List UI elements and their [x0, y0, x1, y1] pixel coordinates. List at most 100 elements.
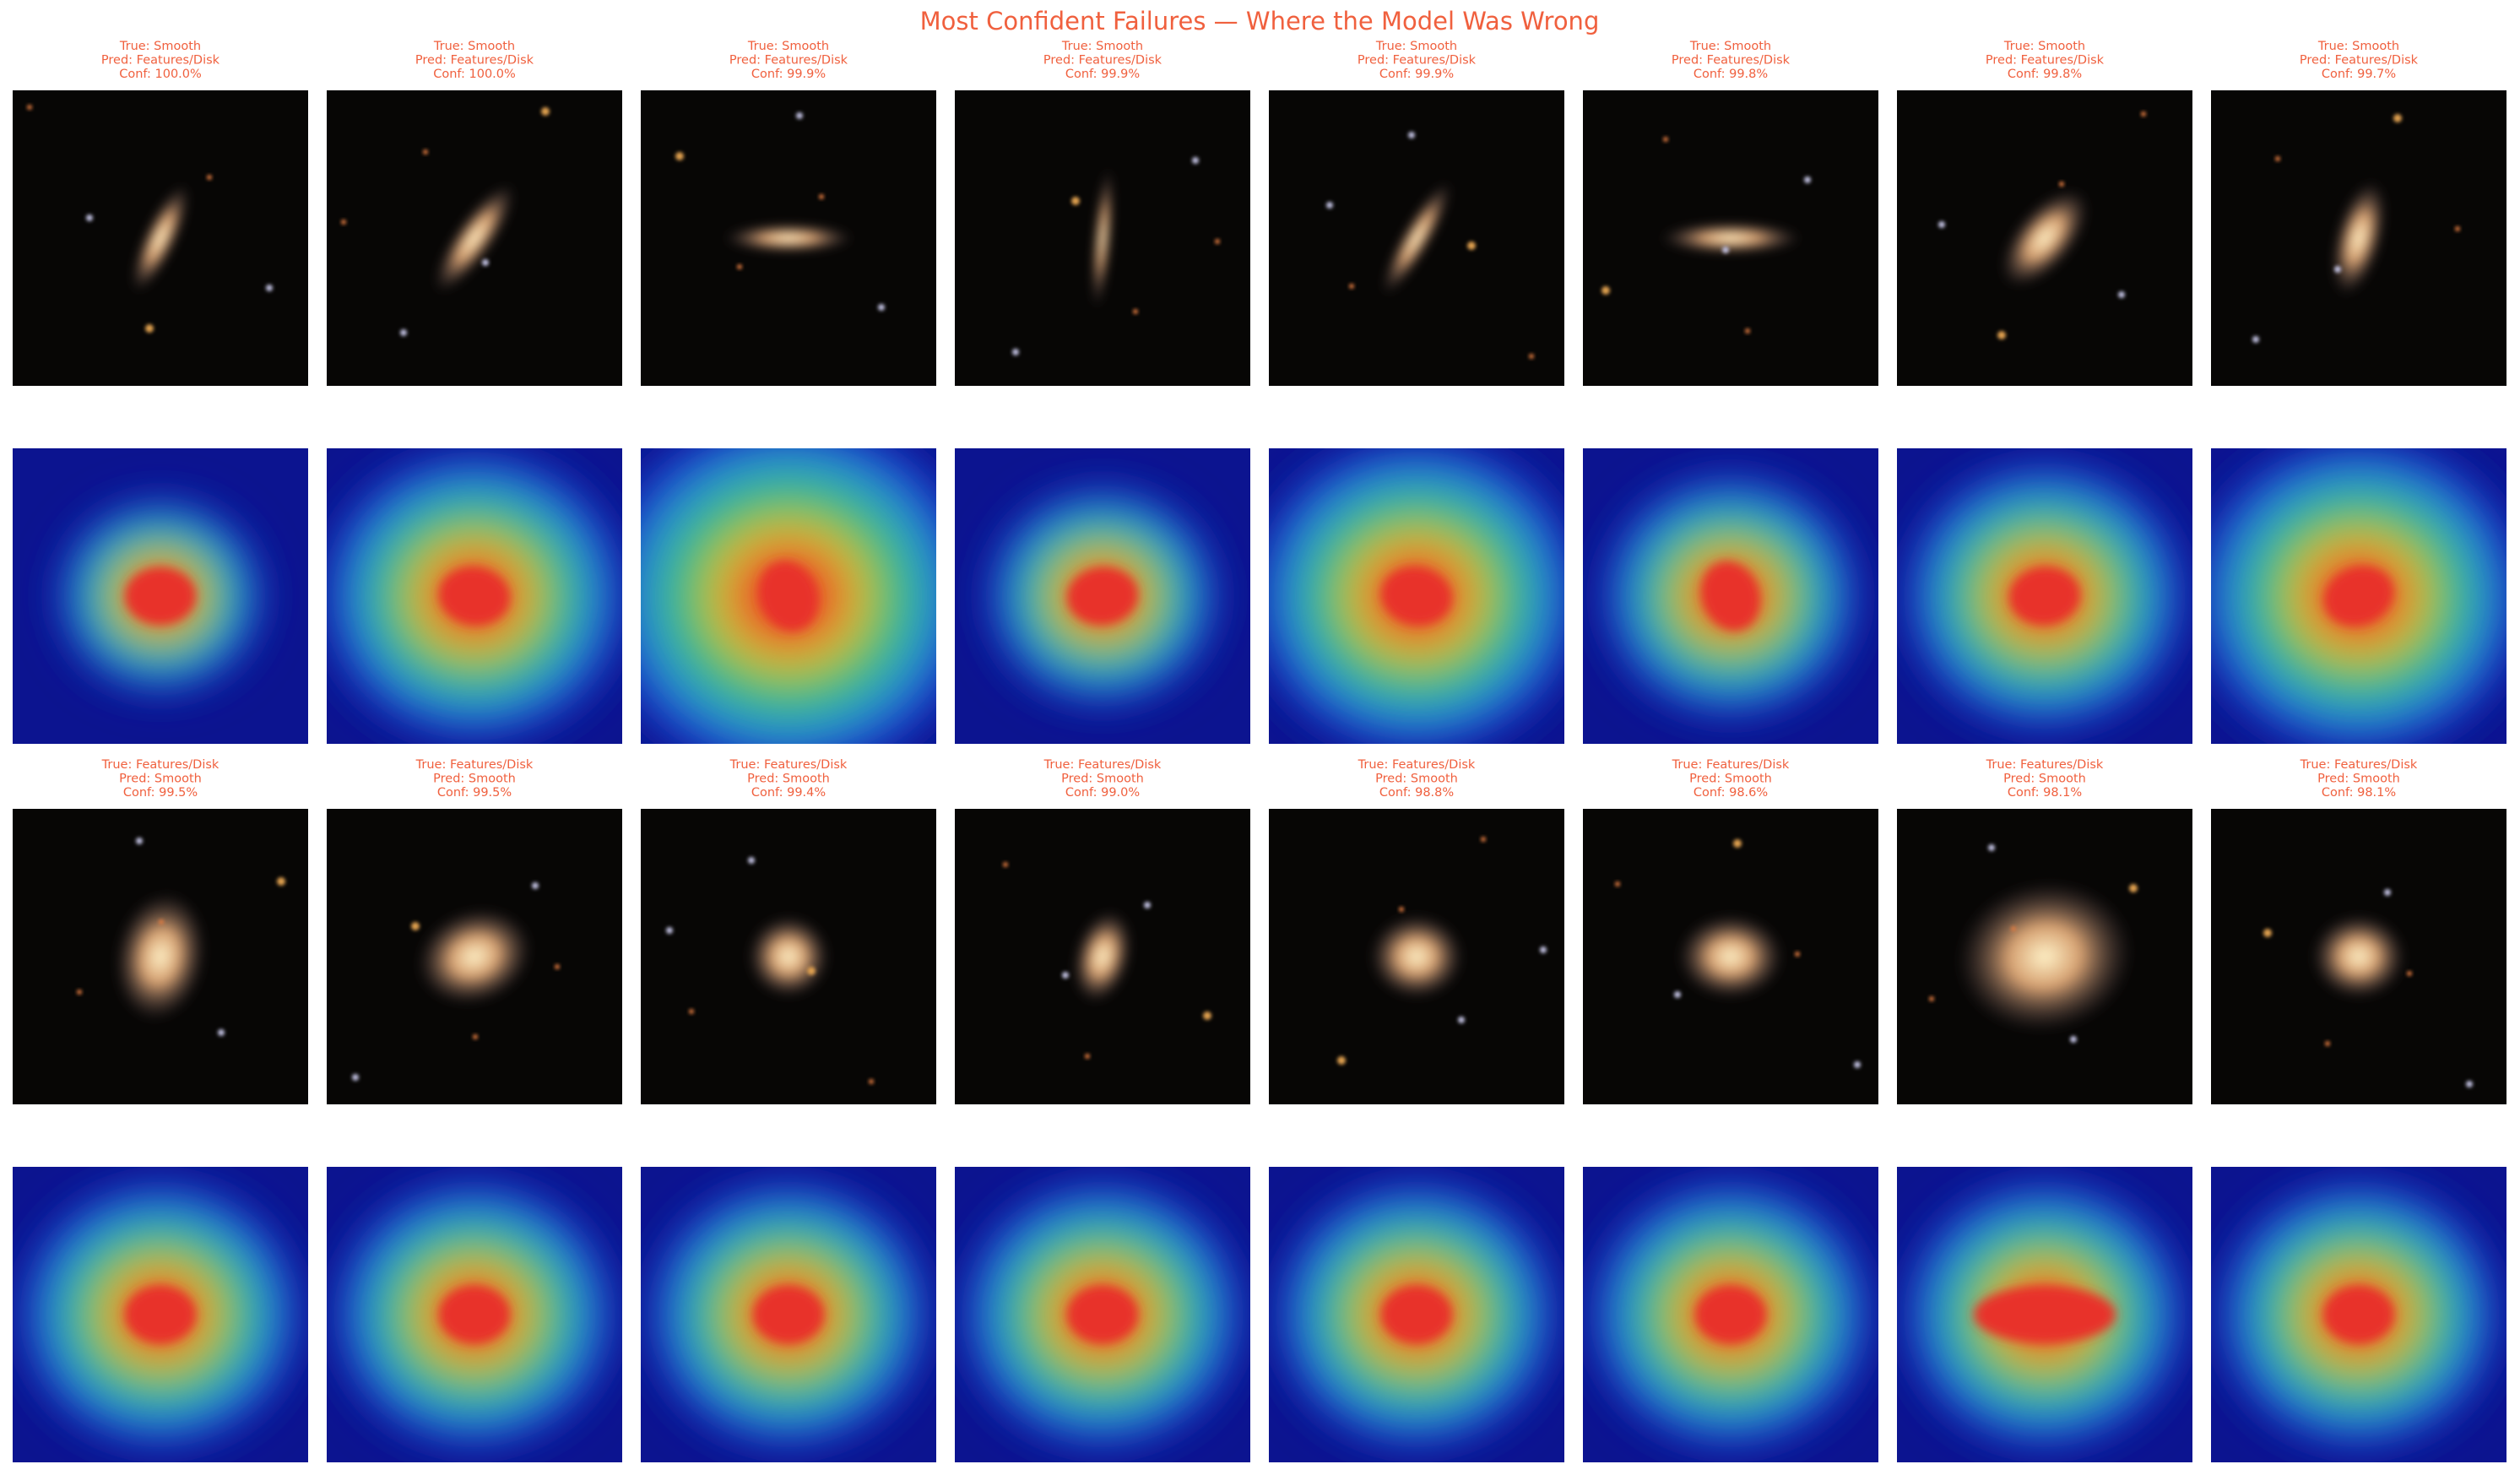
- heatmap-core: [758, 561, 819, 632]
- star: [1795, 952, 1800, 957]
- galaxy: [416, 908, 533, 1006]
- star: [1745, 328, 1750, 334]
- star: [1540, 946, 1547, 953]
- heatmap-core: [1067, 567, 1138, 626]
- star: [1326, 202, 1333, 209]
- star: [27, 105, 32, 110]
- heatmap: [327, 1167, 622, 1462]
- panel-caption: True: Smooth: [119, 40, 201, 53]
- star: [1203, 1011, 1211, 1020]
- panel-caption: Conf: 99.5%: [437, 786, 512, 800]
- star: [1938, 221, 1945, 228]
- galaxy: [1092, 167, 1114, 309]
- galaxy-glow: [114, 892, 207, 1022]
- panel-caption: Pred: Features/Disk: [1672, 54, 1791, 68]
- panel-caption: Pred: Smooth: [2317, 773, 2400, 786]
- panel-caption: Pred: Features/Disk: [101, 54, 220, 68]
- heatmap: [2211, 448, 2506, 744]
- star: [689, 1009, 694, 1014]
- star: [2118, 291, 2125, 298]
- heatmap-core: [1695, 1286, 1766, 1343]
- panel-caption: Conf: 100.0%: [119, 68, 202, 81]
- galaxy: [1660, 222, 1802, 254]
- heatmap: [955, 1167, 1250, 1462]
- star: [1988, 844, 1995, 851]
- heatmap-core: [439, 567, 510, 626]
- star: [1663, 137, 1668, 142]
- star: [1674, 991, 1681, 998]
- galaxy: [2311, 914, 2406, 1000]
- star: [1144, 902, 1151, 908]
- panel-caption: True: Features/Disk: [1672, 758, 1790, 772]
- star: [1012, 349, 1019, 355]
- heatmap: [1269, 448, 1564, 744]
- heatmap: [1897, 1167, 2192, 1462]
- star: [2455, 226, 2460, 231]
- panel-caption: True: Features/Disk: [1043, 758, 1162, 772]
- panel-caption: Pred: Features/Disk: [729, 54, 848, 68]
- heatmap-core: [753, 1286, 824, 1343]
- star: [2325, 1041, 2330, 1046]
- panel-caption: True: Features/Disk: [415, 758, 534, 772]
- star: [675, 152, 684, 160]
- star: [352, 1074, 359, 1081]
- star: [473, 1034, 478, 1039]
- panel-caption: Conf: 99.4%: [751, 786, 826, 800]
- galaxy: [114, 892, 207, 1022]
- star: [541, 107, 550, 116]
- panel-caption: True: Features/Disk: [2300, 758, 2418, 772]
- figure-title: Most Confident Failures — Where the Mode…: [920, 7, 1600, 35]
- panel-caption: True: Features/Disk: [729, 758, 848, 772]
- star: [1003, 862, 1008, 867]
- star: [482, 259, 489, 266]
- galaxy-glow: [723, 224, 854, 252]
- galaxy: [723, 224, 854, 252]
- galaxy-glow: [416, 908, 533, 1006]
- heatmap-core: [1067, 1286, 1138, 1343]
- galaxy: [747, 915, 830, 998]
- star: [2011, 926, 2016, 931]
- star: [2384, 889, 2391, 896]
- panel-caption: Pred: Smooth: [2003, 773, 2086, 786]
- galaxy-glow: [2331, 180, 2387, 296]
- panel-caption: Conf: 99.9%: [1379, 68, 1454, 81]
- star: [1408, 132, 1415, 138]
- star: [2466, 1081, 2473, 1087]
- panel-caption: Conf: 98.6%: [1694, 786, 1768, 800]
- star: [341, 220, 346, 225]
- star: [819, 194, 824, 199]
- panel-caption: Pred: Smooth: [1375, 773, 1458, 786]
- panel-caption: Pred: Features/Disk: [1358, 54, 1477, 68]
- star: [218, 1029, 225, 1036]
- star: [555, 964, 560, 969]
- star: [277, 877, 285, 886]
- star: [2141, 111, 2146, 117]
- star: [1085, 1054, 1090, 1059]
- galaxy: [2331, 180, 2387, 296]
- star: [1733, 839, 1742, 848]
- heatmap-core: [1700, 561, 1761, 632]
- star: [266, 285, 273, 291]
- star: [1337, 1056, 1346, 1065]
- star: [796, 112, 803, 119]
- star: [2407, 971, 2412, 976]
- galaxy-glow: [1092, 167, 1114, 309]
- galaxy-glow: [1369, 914, 1464, 1000]
- heatmap: [1269, 1167, 1564, 1462]
- galaxy-glow: [1381, 181, 1452, 296]
- heatmap: [1897, 448, 2192, 744]
- galaxy: [1072, 910, 1133, 1003]
- star: [136, 838, 143, 844]
- galaxy: [2000, 188, 2089, 288]
- panel-caption: Conf: 99.0%: [1065, 786, 1140, 800]
- galaxy: [1381, 181, 1452, 296]
- galaxy-glow: [433, 183, 516, 293]
- panel-caption: Pred: Smooth: [1689, 773, 1772, 786]
- star: [1062, 972, 1069, 979]
- star: [2070, 1036, 2077, 1043]
- heatmap-core: [1381, 567, 1452, 626]
- heatmap: [1583, 1167, 1878, 1462]
- panel-caption: Pred: Features/Disk: [1043, 54, 1162, 68]
- star: [878, 304, 885, 311]
